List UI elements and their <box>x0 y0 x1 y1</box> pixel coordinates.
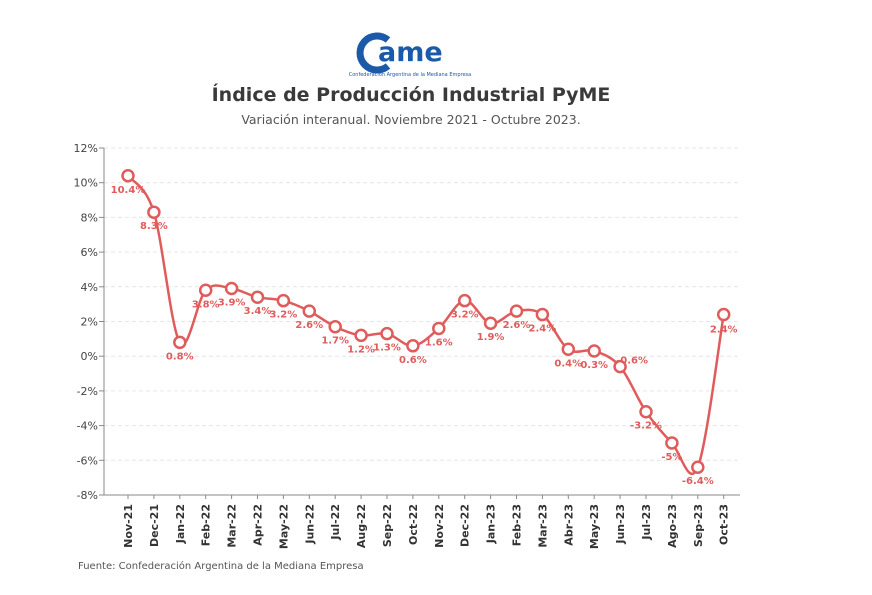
logo-caption: Confederación Argentina de la Mediana Em… <box>349 71 471 78</box>
data-label: 3.4% <box>244 306 272 317</box>
data-point <box>328 319 342 334</box>
data-label: 3.9% <box>218 298 246 309</box>
data-label: 1.3% <box>373 343 401 354</box>
data-point <box>587 344 601 358</box>
x-tick-label: Abr-23 <box>562 504 575 546</box>
data-label: 2.6% <box>503 320 531 331</box>
data-point <box>121 169 135 183</box>
data-label: 10.4% <box>111 185 146 196</box>
data-label: 2.4% <box>710 325 738 336</box>
y-tick-label: 6% <box>81 246 98 259</box>
y-tick-label: -2% <box>77 385 98 398</box>
data-label: 1.9% <box>477 332 505 343</box>
chart-subtitle: Variación interanual. Noviembre 2021 - O… <box>241 112 581 127</box>
data-label: 2.4% <box>529 324 557 335</box>
data-label: 0.4% <box>554 358 582 369</box>
y-tick-label: -4% <box>77 420 98 433</box>
logo-c-ring <box>356 32 391 74</box>
x-tick-label: Oct-23 <box>718 504 731 545</box>
data-label: 1.2% <box>347 344 375 355</box>
data-point <box>147 205 161 219</box>
data-point <box>406 339 420 353</box>
x-tick-label: Feb-22 <box>200 504 213 546</box>
logo-wordmark: ame <box>378 37 443 68</box>
x-tick-label: Sep-23 <box>692 504 705 547</box>
data-point <box>198 283 213 298</box>
x-tick-label: Jan-22 <box>174 504 187 544</box>
data-points <box>121 169 731 474</box>
x-tick-label: May-22 <box>277 504 290 549</box>
came-logo-mark: ame Confederación Argentina de la Median… <box>349 32 471 78</box>
data-label: 3.2% <box>270 310 298 321</box>
data-point <box>380 326 394 341</box>
data-labels: 10.4%8.3%0.8%3.8%3.9%3.4%3.2%2.6%1.7%1.2… <box>111 185 738 487</box>
data-point <box>665 436 679 450</box>
x-tick-label: Dec-22 <box>459 504 472 547</box>
data-label: 0.6% <box>399 355 427 366</box>
data-label: 1.6% <box>425 337 453 348</box>
x-tick-label: Jan-23 <box>485 504 498 544</box>
y-axis: 12% 10% 8% 6% 4% 2% 0% -2% -4% -6% -8% <box>74 142 105 502</box>
x-tick-label: Jul-23 <box>640 504 653 541</box>
data-point <box>509 304 524 318</box>
data-point <box>716 307 731 322</box>
chart-title: Índice de Producción Industrial PyME <box>211 84 611 106</box>
series-line <box>126 174 725 476</box>
x-tick-label: Oct-22 <box>407 504 420 545</box>
x-tick-label: Aug-22 <box>355 504 368 548</box>
grid-lines <box>104 147 740 461</box>
data-point <box>639 404 653 419</box>
data-point <box>457 293 472 308</box>
x-tick-label: Mar-22 <box>226 504 239 548</box>
y-tick-label: -8% <box>77 489 98 502</box>
x-tick-label: May-23 <box>588 504 601 549</box>
data-point <box>276 293 291 308</box>
data-point <box>302 304 317 318</box>
x-tick-label: Nov-21 <box>122 504 135 548</box>
data-label: 0.3% <box>580 360 608 371</box>
data-label: -3.2% <box>630 421 662 432</box>
x-tick-label: Jun-22 <box>303 504 316 545</box>
x-tick-label: Jul-22 <box>329 504 342 541</box>
data-point <box>173 335 187 350</box>
x-tick-label: Sep-22 <box>381 504 394 547</box>
y-tick-label: 8% <box>81 211 98 224</box>
x-tick-label: Apr-22 <box>252 504 265 546</box>
data-label: 0.8% <box>166 351 194 362</box>
data-point <box>250 290 265 304</box>
data-point <box>224 281 239 296</box>
data-label: -6.4% <box>682 476 714 487</box>
data-point <box>691 460 705 474</box>
data-label: 3.2% <box>451 310 479 321</box>
data-point <box>354 328 368 343</box>
x-tick-label: Jun-23 <box>614 504 627 545</box>
x-tick-label: Nov-22 <box>433 504 446 548</box>
source-note: Fuente: Confederación Argentina de la Me… <box>78 561 364 572</box>
data-point <box>483 316 498 330</box>
data-point <box>561 342 576 357</box>
y-tick-label: 10% <box>74 177 98 190</box>
data-point <box>432 321 446 336</box>
data-label: 2.6% <box>295 320 323 331</box>
came-logo: ame Confederación Argentina de la Median… <box>348 26 473 80</box>
x-tick-label: Ago-23 <box>666 504 679 548</box>
y-tick-label: 0% <box>81 350 98 363</box>
x-tick-label: Feb-23 <box>511 504 524 546</box>
y-tick-label: -6% <box>77 454 98 467</box>
y-tick-label: 4% <box>81 281 98 294</box>
data-label: -5% <box>661 452 682 463</box>
x-tick-label: Mar-23 <box>536 504 549 548</box>
x-tick-label: Dec-21 <box>148 504 161 547</box>
data-label: 3.8% <box>192 299 220 310</box>
y-tick-label: 2% <box>81 316 98 329</box>
data-point <box>613 359 627 374</box>
data-label: 8.3% <box>140 221 168 232</box>
data-label: -0.6% <box>616 356 648 367</box>
data-label: 1.7% <box>321 336 349 347</box>
x-axis: Nov-21 Dec-21 Jan-22 Feb-22 Mar-22 Apr-22 May-… <box>104 494 740 549</box>
y-tick-label: 12% <box>74 142 98 155</box>
data-point <box>535 307 550 322</box>
